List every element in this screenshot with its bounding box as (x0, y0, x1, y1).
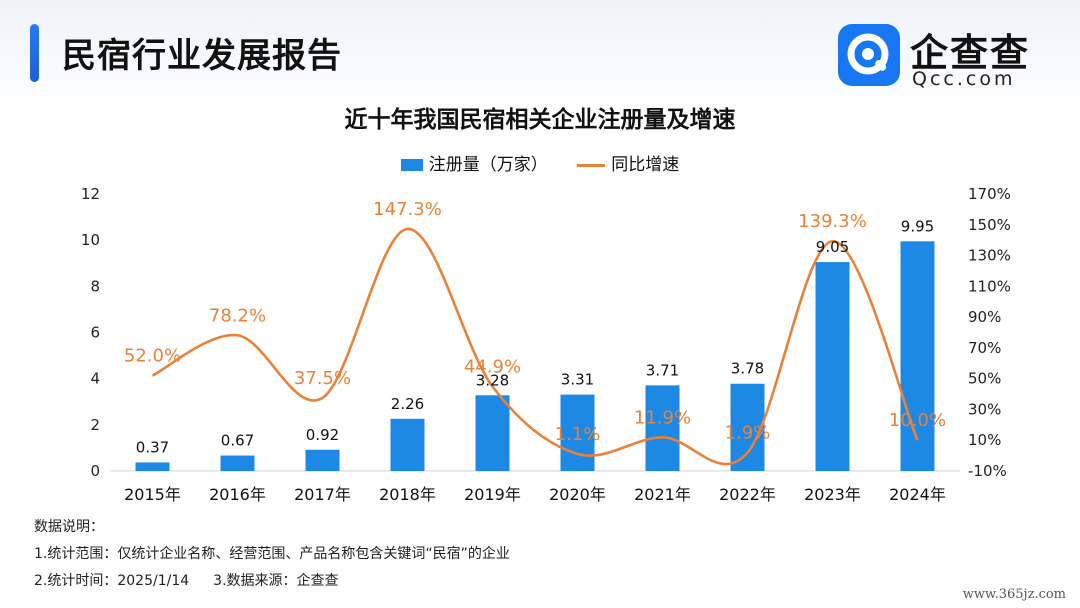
x-tick-label: 2021年 (634, 485, 691, 504)
bar (305, 449, 340, 471)
logo-sub: Qcc.com (912, 68, 1016, 90)
y-left-tick-label: 10 (81, 231, 100, 249)
x-tick-label: 2022年 (719, 485, 776, 504)
data-notes: 数据说明： 1.统计范围：仅统计企业名称、经营范围、产品名称包含关键词“民宿”的… (34, 514, 510, 595)
report-title: 民宿行业发展报告 (62, 36, 342, 76)
growth-value-label: 147.3% (373, 199, 442, 220)
bar (560, 394, 595, 471)
notes-source: 3.数据来源：企查查 (213, 573, 339, 589)
legend-item-growth: 同比增速 (577, 150, 679, 175)
bar-value-label: 3.28 (476, 371, 509, 389)
bar-value-label: 9.95 (901, 217, 934, 235)
legend-bar-label: 注册量（万家） (428, 155, 548, 175)
y-right-tick-label: 10% (968, 431, 1001, 449)
bar-value-label: 2.26 (391, 395, 424, 413)
growth-value-label: 11.9% (634, 407, 691, 428)
bar-value-label: 3.78 (731, 360, 764, 378)
bar-value-label: 0.67 (221, 432, 254, 450)
bar-value-label: 3.31 (561, 371, 594, 389)
bar (900, 241, 935, 471)
x-tick-label: 2017年 (294, 485, 351, 504)
chart-legend: 注册量（万家） 同比增速 (0, 150, 1080, 175)
x-tick-label: 2024年 (889, 485, 946, 504)
y-left-tick-label: 0 (90, 462, 100, 480)
y-right-tick-label: 170% (968, 185, 1011, 203)
y-left-tick-label: 6 (90, 324, 100, 342)
title-accent-bar (30, 24, 39, 82)
y-right-tick-label: 30% (968, 400, 1001, 418)
growth-value-label: 10.0% (889, 410, 946, 431)
bar (390, 418, 425, 471)
bar-value-label: 3.71 (646, 361, 679, 379)
logo-name: 企查查 (910, 31, 1031, 75)
y-left-tick-label: 12 (81, 185, 100, 203)
y-left-tick-label: 2 (90, 416, 100, 434)
qcc-logo: 企查查 Qcc.com (838, 24, 1048, 90)
y-right-tick-label: -10% (968, 462, 1007, 480)
growth-value-label: 1.9% (725, 423, 771, 444)
y-right-tick-label: 130% (968, 247, 1011, 265)
x-tick-label: 2020年 (549, 485, 606, 504)
x-tick-label: 2015年 (124, 485, 181, 504)
bar (645, 385, 680, 471)
notes-time: 2.统计时间：2025/1/14 (34, 573, 190, 589)
y-left-tick-label: 8 (90, 277, 100, 295)
legend-bar-swatch (400, 159, 423, 171)
growth-line (151, 227, 919, 466)
x-tick-label: 2019年 (464, 485, 521, 504)
y-right-tick-label: 70% (968, 339, 1001, 357)
notes-heading: 数据说明： (34, 519, 104, 535)
bar (220, 455, 255, 471)
notes-line-scope: 1.统计范围：仅统计企业名称、经营范围、产品名称包含关键词“民宿”的企业 (34, 546, 510, 562)
y-left-tick-label: 4 (90, 370, 100, 388)
y-right-tick-label: 50% (968, 370, 1001, 388)
growth-value-label: 37.5% (294, 368, 351, 389)
x-tick-label: 2018年 (379, 485, 436, 504)
bar-value-label: 0.37 (136, 438, 169, 456)
y-right-tick-label: 110% (968, 277, 1011, 295)
y-right-tick-label: 150% (968, 216, 1011, 234)
growth-value-label: 139.3% (798, 211, 867, 232)
bar-value-label: 9.05 (816, 238, 849, 256)
x-tick-label: 2016年 (209, 485, 266, 504)
watermark: www.365jz.com (962, 587, 1066, 602)
legend-line-label: 同比增速 (611, 155, 680, 175)
bar (135, 462, 170, 471)
qcc-logo-icon (838, 24, 900, 86)
legend-item-registrations: 注册量（万家） (400, 150, 548, 175)
x-tick-label: 2023年 (804, 485, 861, 504)
growth-value-label: 44.9% (464, 357, 521, 378)
bar (815, 262, 850, 471)
bar (730, 383, 765, 471)
chart-title: 近十年我国民宿相关企业注册量及增速 (344, 107, 736, 133)
growth-value-label: 1.1% (555, 424, 601, 445)
growth-value-label: 78.2% (209, 305, 266, 326)
growth-value-label: 52.0% (124, 346, 181, 367)
bar (475, 395, 510, 471)
legend-line-swatch (577, 163, 606, 167)
bar-value-label: 0.92 (306, 426, 339, 444)
notes-line-time-source: 2.统计时间：2025/1/14 3.数据来源：企查查 (34, 568, 510, 595)
y-right-tick-label: 90% (968, 308, 1001, 326)
